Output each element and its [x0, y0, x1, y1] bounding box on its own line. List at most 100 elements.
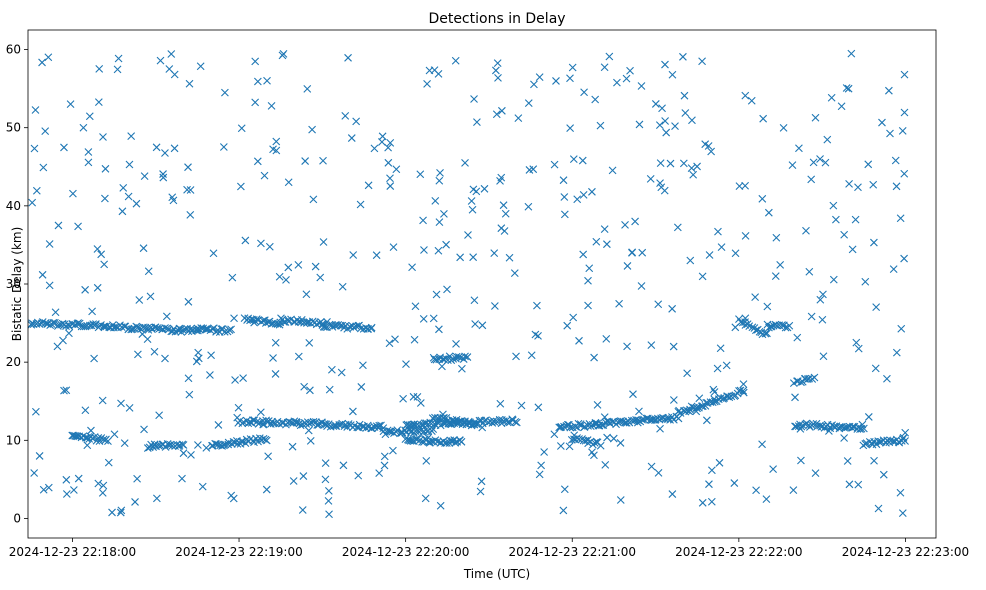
detection-marker: [897, 437, 906, 445]
detection-marker: [637, 82, 646, 90]
detection-marker: [550, 430, 559, 439]
detection-marker: [845, 180, 853, 188]
detection-marker: [496, 399, 505, 408]
detection-marker: [898, 126, 907, 135]
detection-marker: [293, 418, 301, 427]
detection-marker: [785, 321, 794, 330]
detection-marker: [816, 155, 824, 163]
detection-marker: [807, 312, 816, 321]
detection-marker: [125, 160, 134, 169]
detection-marker: [219, 143, 228, 151]
detection-marker: [378, 138, 386, 146]
detection-marker: [251, 98, 260, 107]
detection-marker: [585, 264, 594, 273]
detection-marker: [613, 78, 621, 87]
detection-marker: [51, 308, 60, 317]
detection-marker: [54, 221, 63, 230]
detection-marker: [461, 158, 469, 167]
detection-marker: [892, 348, 901, 357]
detection-marker: [655, 121, 664, 130]
detection-marker: [45, 240, 54, 248]
detection-marker: [739, 386, 748, 395]
detection-marker: [679, 52, 687, 61]
detection-marker: [257, 239, 265, 248]
detection-marker: [30, 469, 39, 477]
detection-marker: [705, 251, 714, 259]
detection-marker: [165, 65, 174, 73]
detection-marker: [83, 441, 92, 450]
detection-marker: [100, 260, 109, 269]
detection-marker: [32, 186, 41, 195]
detection-marker: [379, 424, 388, 433]
detection-marker: [535, 470, 544, 479]
detection-marker: [420, 435, 429, 444]
detection-marker: [275, 272, 284, 281]
detection-marker: [758, 440, 766, 449]
detection-marker: [669, 342, 678, 351]
detection-marker: [470, 420, 479, 429]
detection-marker: [442, 240, 450, 249]
detection-marker: [380, 461, 389, 470]
detection-marker: [319, 322, 328, 331]
detection-marker: [423, 79, 431, 88]
detection-marker: [380, 452, 389, 461]
detection-marker: [635, 407, 643, 416]
y-tick-label: 20: [6, 355, 21, 369]
detection-marker: [864, 413, 873, 421]
detection-marker: [364, 181, 373, 190]
detection-marker: [308, 317, 317, 326]
detection-marker: [872, 303, 881, 311]
detection-marker: [831, 215, 840, 224]
detection-marker: [230, 314, 238, 323]
detection-marker: [236, 182, 245, 191]
detection-marker: [206, 371, 214, 379]
detection-marker: [265, 242, 274, 251]
detection-marker: [492, 110, 501, 119]
detection-marker: [183, 185, 191, 194]
detection-marker: [560, 193, 569, 201]
detection-marker: [349, 251, 358, 259]
x-tick-label: 2024-12-23 22:23:00: [842, 545, 969, 559]
detection-marker: [602, 334, 611, 343]
detection-marker: [901, 437, 909, 445]
detection-marker: [647, 462, 656, 471]
detection-marker: [596, 121, 605, 130]
detection-marker: [114, 54, 123, 63]
detection-marker: [325, 385, 334, 394]
detection-marker: [605, 52, 614, 61]
detection-marker: [540, 448, 549, 456]
x-tick-label: 2024-12-23 22:19:00: [175, 545, 302, 559]
detection-marker: [319, 156, 327, 165]
detection-marker: [269, 354, 277, 362]
detection-marker: [117, 399, 125, 408]
detection-marker: [338, 282, 347, 291]
detection-marker: [819, 290, 827, 299]
detection-marker: [427, 419, 436, 428]
detection-marker: [673, 223, 682, 232]
detection-marker: [686, 256, 695, 265]
detection-marker: [490, 418, 499, 426]
detection-marker: [534, 403, 543, 412]
detection-marker: [225, 326, 234, 334]
detection-marker: [501, 209, 510, 218]
detection-marker: [498, 106, 506, 115]
detection-marker: [381, 430, 390, 439]
y-tick-label: 50: [6, 121, 21, 135]
detection-marker: [309, 195, 318, 204]
detection-marker: [864, 160, 873, 169]
detection-marker: [221, 440, 229, 449]
detection-marker: [494, 73, 502, 82]
detection-marker: [184, 297, 193, 306]
detection-marker: [823, 135, 832, 144]
detection-marker: [146, 292, 155, 301]
detection-marker: [669, 415, 678, 424]
detection-marker: [144, 323, 152, 332]
detection-marker: [125, 403, 134, 412]
detection-marker: [170, 144, 179, 153]
detection-marker: [59, 336, 67, 345]
detection-marker: [301, 157, 310, 165]
detection-marker: [633, 418, 642, 427]
detection-marker: [88, 307, 96, 316]
detection-marker: [39, 163, 48, 172]
detection-marker: [251, 57, 260, 66]
